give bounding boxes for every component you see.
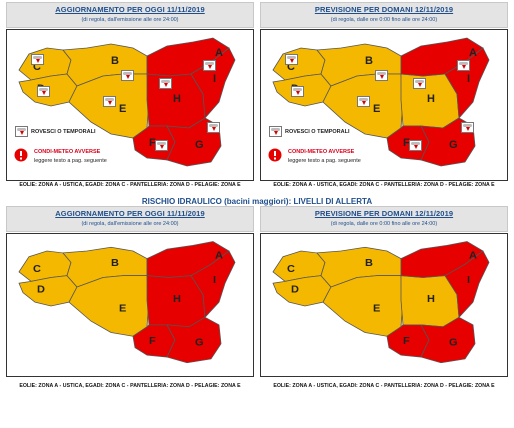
- panel-subtitle: (di regola, dall'emissione alle ore 24:0…: [81, 221, 179, 227]
- panel-subtitle: (di regola, dalle ore 0:00 fino alle ore…: [330, 221, 438, 227]
- panel-header: AGGIORNAMENTO PER OGGI 11/11/2019 (di re…: [6, 2, 254, 28]
- sicily-zones-map: C D B E A H I F G: [272, 37, 490, 167]
- zone-d: [18, 275, 78, 307]
- sicily-zones-map: C D B E A H I F G: [18, 37, 236, 167]
- zone-i: [190, 47, 236, 119]
- storm-icon: [159, 78, 172, 89]
- legend-storm-label: ROVESCI O TEMPORALI: [31, 129, 96, 135]
- storm-icon: [375, 70, 388, 81]
- zone-label-g: G: [195, 337, 204, 349]
- zone-label-b: B: [111, 55, 119, 67]
- zone-g: [420, 316, 476, 364]
- storm-icon: [203, 60, 216, 71]
- storm-icon: [37, 86, 50, 97]
- zone-i: [444, 47, 490, 119]
- storm-icon: [31, 54, 44, 65]
- zone-label-e: E: [373, 103, 380, 115]
- zone-label-b: B: [111, 257, 119, 269]
- zone-label-i: I: [467, 73, 470, 85]
- zone-label-d: D: [291, 284, 299, 296]
- legend-storm-label: ROVESCI O TEMPORALI: [285, 129, 350, 135]
- panel-title: AGGIORNAMENTO PER OGGI 11/11/2019: [55, 5, 205, 14]
- storm-icon: [457, 60, 470, 71]
- storm-icon: [121, 70, 134, 81]
- panel-title: PREVISIONE PER DOMANI 12/11/2019: [314, 209, 454, 218]
- storm-icon: [461, 122, 474, 133]
- zone-label-g: G: [195, 139, 204, 151]
- zone-label-c: C: [287, 263, 295, 275]
- legend-adverse-note: leggere testo a pag. seguente: [288, 158, 361, 164]
- storm-icon: [413, 78, 426, 89]
- panel-subtitle: (di regola, dall'emissione alle ore 24:0…: [81, 17, 179, 23]
- legend-adverse-note: leggere testo a pag. seguente: [34, 158, 107, 164]
- zone-label-e: E: [373, 303, 380, 315]
- zone-label-b: B: [365, 257, 373, 269]
- zone-label-i: I: [213, 73, 216, 85]
- zone-i: [444, 250, 490, 319]
- storm-icon: [409, 140, 422, 151]
- legend-adverse-label: CONDI-METEO AVVERSE: [34, 149, 101, 155]
- alert-icon: [268, 148, 282, 162]
- panel-title: AGGIORNAMENTO PER OGGI 11/11/2019: [55, 209, 205, 218]
- alert-icon: [14, 148, 28, 162]
- storm-icon: [357, 96, 370, 107]
- zone-label-h: H: [173, 293, 181, 305]
- storm-icon: [291, 86, 304, 97]
- storm-icon: [269, 126, 282, 137]
- zone-label-a: A: [215, 47, 223, 59]
- zone-label-g: G: [449, 139, 458, 151]
- zone-label-f: F: [149, 335, 156, 347]
- zone-label-e: E: [119, 303, 126, 315]
- zone-label-h: H: [173, 93, 181, 105]
- zone-label-c: C: [33, 263, 41, 275]
- zone-d: [272, 275, 332, 307]
- sicily-map: C D B E A H I F G: [6, 233, 254, 377]
- sicily-zones-map: C D B E A H I F G: [272, 241, 490, 364]
- zone-label-b: B: [365, 55, 373, 67]
- storm-icon: [207, 122, 220, 133]
- zone-label-a: A: [469, 250, 477, 262]
- zone-label-i: I: [213, 274, 216, 286]
- storm-icon: [103, 96, 116, 107]
- zone-label-f: F: [403, 137, 410, 149]
- panel-header: PREVISIONE PER DOMANI 12/11/2019 (di reg…: [260, 206, 508, 232]
- panel-header: PREVISIONE PER DOMANI 12/11/2019 (di reg…: [260, 2, 508, 28]
- islands-footer: EOLIE: ZONA A - USTICA, EGADI: ZONA C - …: [273, 182, 495, 188]
- section-title-rischio-idraulico: RISCHIO IDRAULICO (bacini maggiori): LIV…: [141, 197, 373, 206]
- storm-icon: [285, 54, 298, 65]
- islands-footer: EOLIE: ZONA A - USTICA, EGADI: ZONA C - …: [19, 383, 241, 389]
- sicily-zones-map: C D B E A H I F G: [18, 241, 236, 364]
- zone-label-h: H: [427, 293, 435, 305]
- zone-label-c: C: [33, 61, 41, 73]
- zone-label-a: A: [215, 250, 223, 262]
- zone-label-f: F: [149, 137, 156, 149]
- storm-icon: [15, 126, 28, 137]
- zone-label-d: D: [37, 284, 45, 296]
- storm-icon: [155, 140, 168, 151]
- zone-label-h: H: [427, 93, 435, 105]
- islands-footer: EOLIE: ZONA A - USTICA, EGADI: ZONA C - …: [19, 182, 241, 188]
- zone-label-c: C: [287, 61, 295, 73]
- panel-subtitle: (di regola, dalle ore 0:00 fino alle ore…: [330, 17, 438, 23]
- zone-label-f: F: [403, 335, 410, 347]
- sicily-map: C D B E A H I F G ROVESCI O TEMPORALI CO…: [6, 29, 254, 181]
- zone-label-e: E: [119, 103, 126, 115]
- legend-adverse-label: CONDI-METEO AVVERSE: [288, 149, 355, 155]
- zone-label-a: A: [469, 47, 477, 59]
- zone-label-g: G: [449, 337, 458, 349]
- islands-footer: EOLIE: ZONA A - USTICA, EGADI: ZONA C - …: [273, 383, 495, 389]
- zone-g: [166, 316, 222, 364]
- sicily-map: C D B E A H I F G: [260, 233, 508, 377]
- panel-header: AGGIORNAMENTO PER OGGI 11/11/2019 (di re…: [6, 206, 254, 232]
- zone-label-i: I: [467, 274, 470, 286]
- sicily-map: C D B E A H I F G ROVESCI O TEMPORALI CO…: [260, 29, 508, 181]
- zone-i: [190, 250, 236, 319]
- panel-title: PREVISIONE PER DOMANI 12/11/2019: [314, 5, 454, 14]
